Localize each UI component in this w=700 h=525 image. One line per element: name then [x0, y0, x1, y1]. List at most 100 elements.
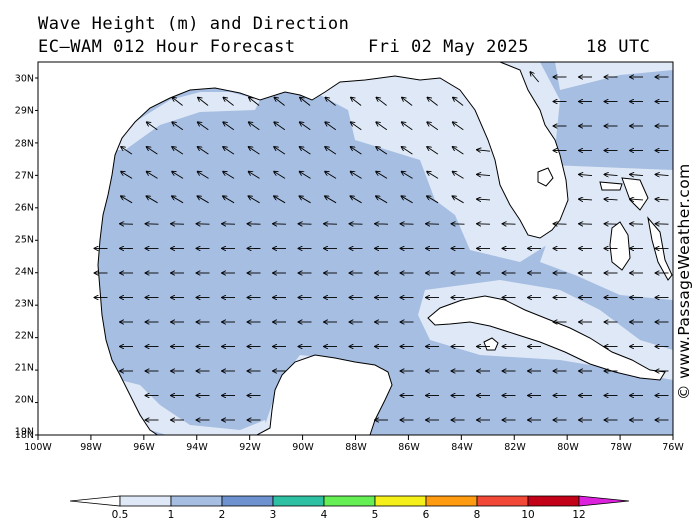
wave-direction-arrow [351, 122, 362, 131]
y-tick-label: 18N [15, 430, 34, 441]
x-tick-label: 96W [133, 442, 155, 453]
map-title: Wave Height (m) and Direction [38, 14, 350, 34]
wave-direction-arrow [172, 172, 184, 179]
wave-direction-arrow [579, 174, 593, 175]
y-tick-label: 24N [15, 267, 34, 278]
cuba-island [427, 295, 666, 381]
x-tick-label: 94W [186, 442, 208, 453]
wave-direction-arrow [477, 150, 491, 151]
sea-0-5-1m-tx-coast [110, 92, 260, 150]
wave-direction-arrow [452, 196, 464, 204]
wave-direction-arrow [477, 199, 491, 200]
bahamas-eleuthera [647, 216, 673, 281]
y-tick-label: 29N [15, 106, 34, 117]
wave-direction-arrow [376, 196, 388, 204]
wave-direction-arrow [427, 196, 439, 204]
wave-direction-arrow [274, 172, 286, 179]
colorbar-segment [221, 495, 274, 507]
wave-direction-arrow [402, 98, 413, 106]
wave-direction-arrow [402, 147, 413, 155]
y-tick-label: 30N [15, 74, 34, 85]
wave-direction-arrow [605, 199, 618, 200]
colorbar-label: 0.5 [112, 509, 129, 521]
x-tick-label: 100W [24, 442, 52, 453]
tick-marks [35, 77, 674, 440]
forecast-time: 18 UTC [586, 37, 651, 57]
wave-direction-arrow [223, 98, 234, 106]
colorbar-label: 8 [474, 509, 481, 521]
colorbar-label: 10 [521, 509, 534, 521]
wave-direction-arrow [197, 196, 209, 204]
wave-direction-arrow [453, 172, 464, 179]
wave-direction-arrow [351, 172, 362, 179]
forecast-date: Fri 02 May 2025 [368, 37, 530, 57]
colorbar-label: 12 [572, 509, 585, 521]
x-tick-label: 80W [557, 442, 579, 453]
wave-direction-arrow [299, 196, 311, 204]
wave-direction-arrow [376, 172, 388, 179]
colorbar-segment [374, 495, 427, 507]
y-tick-label: 21N [15, 363, 34, 374]
y-tick-label: 26N [15, 203, 34, 214]
y-tick-label: 19N [15, 427, 34, 438]
wave-direction-arrow [630, 199, 644, 200]
wave-direction-arrow [427, 98, 438, 106]
colorbar-label: 4 [321, 509, 328, 521]
colorbar-segment [170, 495, 223, 507]
wave-direction-arrow [198, 172, 209, 179]
colorbar-segment [323, 495, 376, 507]
colorbar-segment [119, 495, 172, 507]
wave-direction-arrow [477, 174, 491, 175]
wave-direction-arrow [453, 147, 464, 155]
colorbar-label: 1 [168, 509, 175, 521]
wave-direction-arrow [223, 122, 235, 131]
wave-direction-arrows [95, 72, 669, 420]
x-tick-label: 82W [504, 442, 526, 453]
bahamas-abaco [621, 177, 649, 211]
bahamas-andros [609, 221, 631, 271]
wave-direction-arrow [248, 196, 260, 204]
wave-direction-arrow [300, 172, 311, 179]
wave-direction-arrow [147, 172, 158, 179]
wave-direction-arrow [402, 122, 413, 131]
wave-direction-arrow [350, 196, 362, 204]
colorbar-label: 6 [423, 509, 430, 521]
wave-direction-arrow [300, 98, 311, 106]
map-subtitle: EC—WAM 012 Hour Forecast [38, 37, 296, 57]
wave-direction-arrow [249, 147, 260, 155]
wave-direction-arrow [376, 98, 387, 106]
x-tick-label: 86W [398, 442, 420, 453]
colorbar-label: 3 [270, 509, 277, 521]
wave-direction-arrow [300, 122, 311, 131]
wave-direction-arrow [300, 147, 311, 155]
y-tick-label: 22N [15, 331, 34, 342]
wave-direction-arrow [401, 196, 413, 204]
y-tick-label: 23N [15, 299, 34, 310]
y-tick-label: 20N [15, 395, 34, 406]
wave-direction-arrow [427, 147, 439, 155]
sea-0-5-1m-campeche [120, 380, 268, 435]
y-tick-label: 27N [15, 171, 34, 182]
colorbar-min-triangle [69, 495, 121, 507]
wave-direction-arrow [579, 199, 593, 200]
wave-direction-arrow [172, 122, 184, 131]
wave-direction-arrow [325, 147, 337, 155]
wave-direction-arrow [223, 147, 235, 155]
wave-direction-arrow [453, 122, 464, 131]
wave-direction-arrow [223, 196, 235, 204]
wave-direction-arrow [121, 172, 133, 179]
x-tick-label: 92W [239, 442, 261, 453]
wave-direction-arrow [453, 98, 464, 106]
x-tick-label: 76W [662, 442, 684, 453]
wave-direction-arrow [402, 172, 413, 179]
colorbar-segment [272, 495, 325, 507]
colorbar-label: 5 [372, 509, 379, 521]
wave-direction-arrow [274, 147, 286, 155]
x-tick-label: 98W [80, 442, 102, 453]
wave-direction-arrow [376, 122, 388, 131]
wave-direction-arrow [249, 172, 260, 179]
wave-direction-arrow [198, 122, 209, 131]
wave-direction-arrow [274, 98, 285, 106]
wave-direction-arrow [656, 174, 669, 175]
